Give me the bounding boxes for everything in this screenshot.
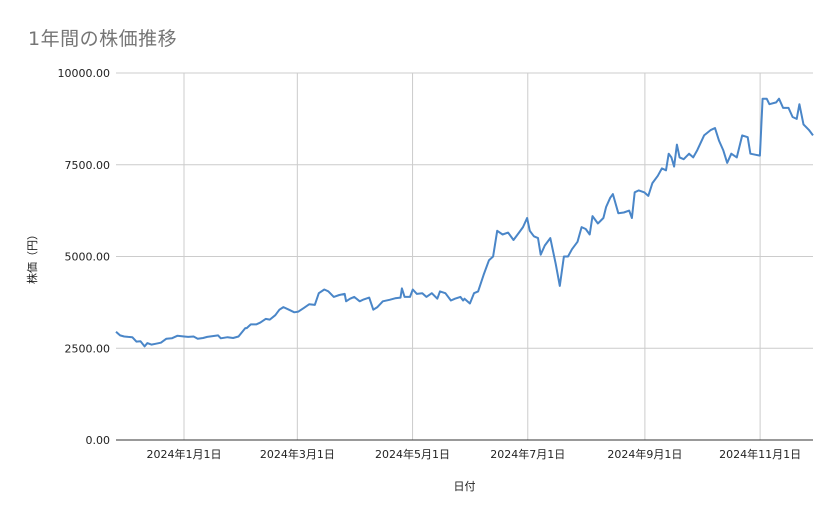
x-tick-label: 2024年1月1日: [147, 447, 222, 461]
x-tick-label: 2024年5月1日: [375, 447, 450, 461]
x-axis-tick-labels: 2024年1月1日 2024年3月1日 2024年5月1日 2024年7月1日 2024…: [147, 447, 802, 461]
chart-title: 1年間の株価推移: [28, 28, 178, 50]
y-tick-label: 2500.00: [65, 342, 111, 355]
x-tick-label: 2024年11月1日: [719, 447, 801, 461]
x-tick-label: 2024年9月1日: [607, 447, 682, 461]
y-axis-title: 株価（円）: [25, 229, 39, 284]
x-tick-label: 2024年3月1日: [260, 447, 335, 461]
series-line: [115, 97, 814, 348]
y-tick-label: 5000.00: [65, 251, 111, 264]
y-tick-label: 0.00: [86, 434, 111, 447]
series-layer: [115, 97, 814, 348]
y-tick-label: 10000.00: [58, 67, 111, 80]
y-tick-label: 7500.00: [65, 159, 111, 172]
gridlines: [116, 72, 813, 440]
x-tick-label: 2024年7月1日: [490, 447, 565, 461]
y-axis-tick-labels: 0.00 2500.00 5000.00 7500.00 10000.00: [58, 67, 111, 447]
x-axis-title: 日付: [454, 480, 476, 493]
